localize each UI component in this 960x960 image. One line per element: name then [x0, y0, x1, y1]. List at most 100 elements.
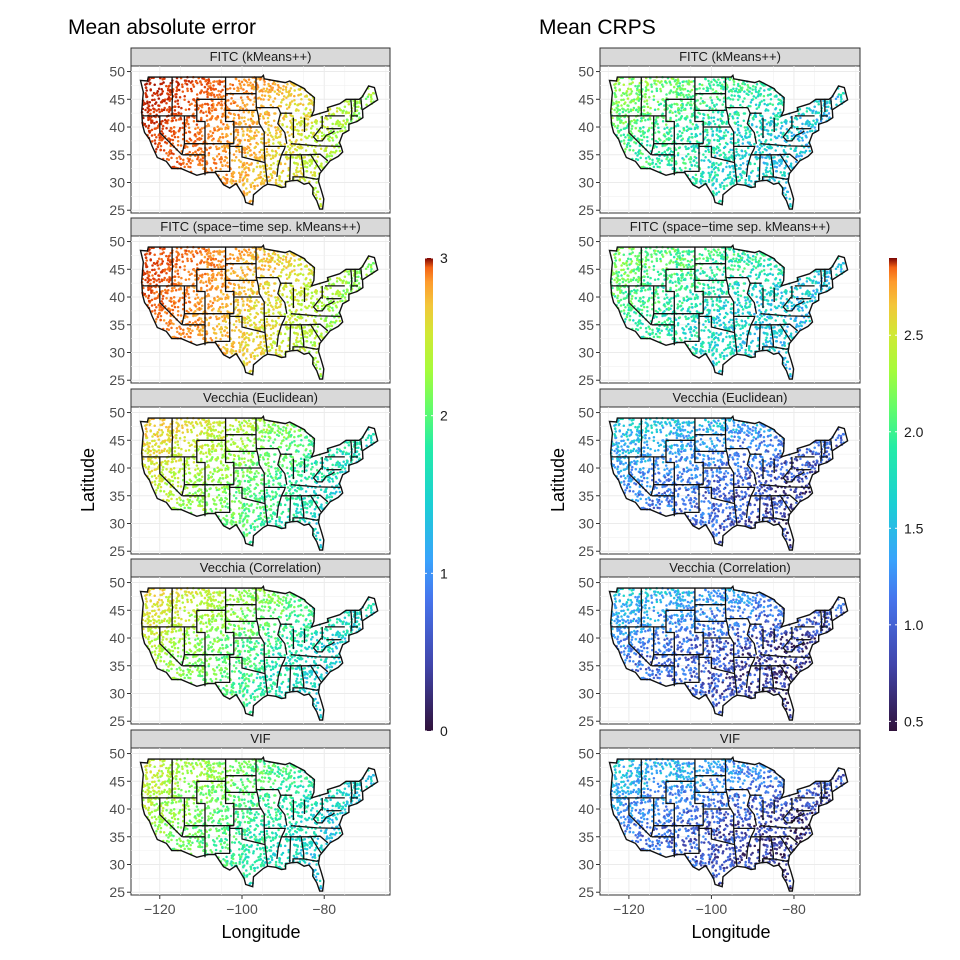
station-point — [227, 125, 230, 128]
station-point — [232, 458, 236, 461]
station-point — [316, 360, 319, 364]
station-point — [303, 165, 307, 169]
station-point — [341, 124, 345, 128]
station-point — [196, 472, 199, 475]
station-point — [176, 135, 180, 139]
station-point — [234, 326, 238, 329]
station-point — [335, 277, 339, 280]
station-point — [165, 102, 168, 105]
station-point — [343, 126, 347, 129]
station-point — [289, 113, 292, 117]
station-point — [247, 253, 251, 257]
station-point — [225, 314, 229, 318]
station-point — [204, 280, 208, 284]
station-point — [230, 523, 234, 526]
station-point — [205, 420, 208, 423]
station-point — [366, 436, 370, 439]
station-point — [236, 133, 240, 137]
station-point — [262, 98, 265, 101]
station-point — [159, 252, 162, 256]
station-point — [242, 253, 246, 257]
station-point — [329, 116, 332, 120]
station-point — [150, 128, 154, 132]
station-point — [310, 462, 314, 466]
station-point — [281, 169, 285, 173]
station-point — [210, 309, 214, 312]
station-point — [250, 153, 253, 157]
station-point — [285, 125, 289, 128]
station-point — [238, 483, 242, 486]
station-point — [331, 480, 335, 483]
station-point — [365, 444, 368, 447]
station-point — [211, 428, 215, 431]
station-point — [206, 95, 209, 99]
station-point — [331, 463, 334, 467]
station-point — [222, 292, 225, 296]
station-point — [210, 279, 214, 282]
station-point — [207, 323, 210, 327]
station-point — [155, 290, 158, 294]
station-point — [331, 150, 335, 154]
station-point — [297, 93, 300, 97]
station-point — [251, 522, 254, 526]
station-point — [242, 161, 246, 165]
station-point — [245, 187, 248, 190]
station-point — [278, 312, 282, 315]
station-point — [168, 319, 172, 322]
station-point — [236, 474, 240, 478]
station-point — [147, 450, 151, 453]
station-point — [263, 264, 267, 267]
station-point — [246, 129, 249, 132]
station-point — [166, 428, 170, 431]
station-point — [279, 303, 283, 306]
station-point — [246, 265, 249, 269]
station-point — [267, 179, 271, 183]
station-point — [299, 123, 302, 127]
station-point — [278, 90, 282, 93]
station-point — [162, 149, 166, 152]
station-point — [301, 469, 304, 473]
station-point — [238, 293, 242, 296]
station-point — [292, 161, 296, 164]
station-point — [356, 442, 359, 446]
station-point — [151, 104, 154, 107]
station-point — [163, 459, 167, 463]
station-point — [187, 467, 191, 470]
station-point — [198, 329, 201, 333]
station-point — [297, 299, 300, 302]
station-point — [242, 133, 245, 136]
station-point — [249, 81, 252, 84]
left-panel-2: FITC (space−time sep. kMeans++)253035404… — [109, 217, 391, 388]
station-point — [238, 348, 241, 352]
station-point — [187, 122, 190, 126]
station-point — [174, 441, 177, 444]
station-point — [171, 308, 175, 312]
station-point — [199, 81, 202, 84]
station-point — [227, 466, 230, 469]
station-point — [205, 503, 208, 507]
station-point — [252, 168, 255, 171]
station-point — [185, 332, 189, 336]
station-point — [165, 425, 168, 429]
station-point — [209, 252, 212, 255]
station-point — [246, 251, 249, 254]
station-point — [324, 489, 327, 493]
station-point — [156, 264, 160, 267]
station-point — [259, 511, 263, 515]
station-point — [261, 326, 264, 329]
station-point — [267, 480, 271, 483]
station-point — [292, 172, 296, 176]
station-point — [233, 500, 237, 503]
station-point — [264, 520, 267, 523]
station-point — [286, 131, 289, 134]
station-point — [199, 251, 202, 254]
station-point — [259, 247, 262, 251]
station-point — [245, 528, 248, 531]
station-point — [203, 272, 207, 276]
station-point — [259, 97, 263, 101]
left-chart-title: Mean absolute error — [68, 16, 256, 39]
station-point — [260, 435, 264, 438]
station-point — [149, 108, 152, 112]
station-point — [159, 270, 163, 274]
station-point — [172, 301, 176, 305]
